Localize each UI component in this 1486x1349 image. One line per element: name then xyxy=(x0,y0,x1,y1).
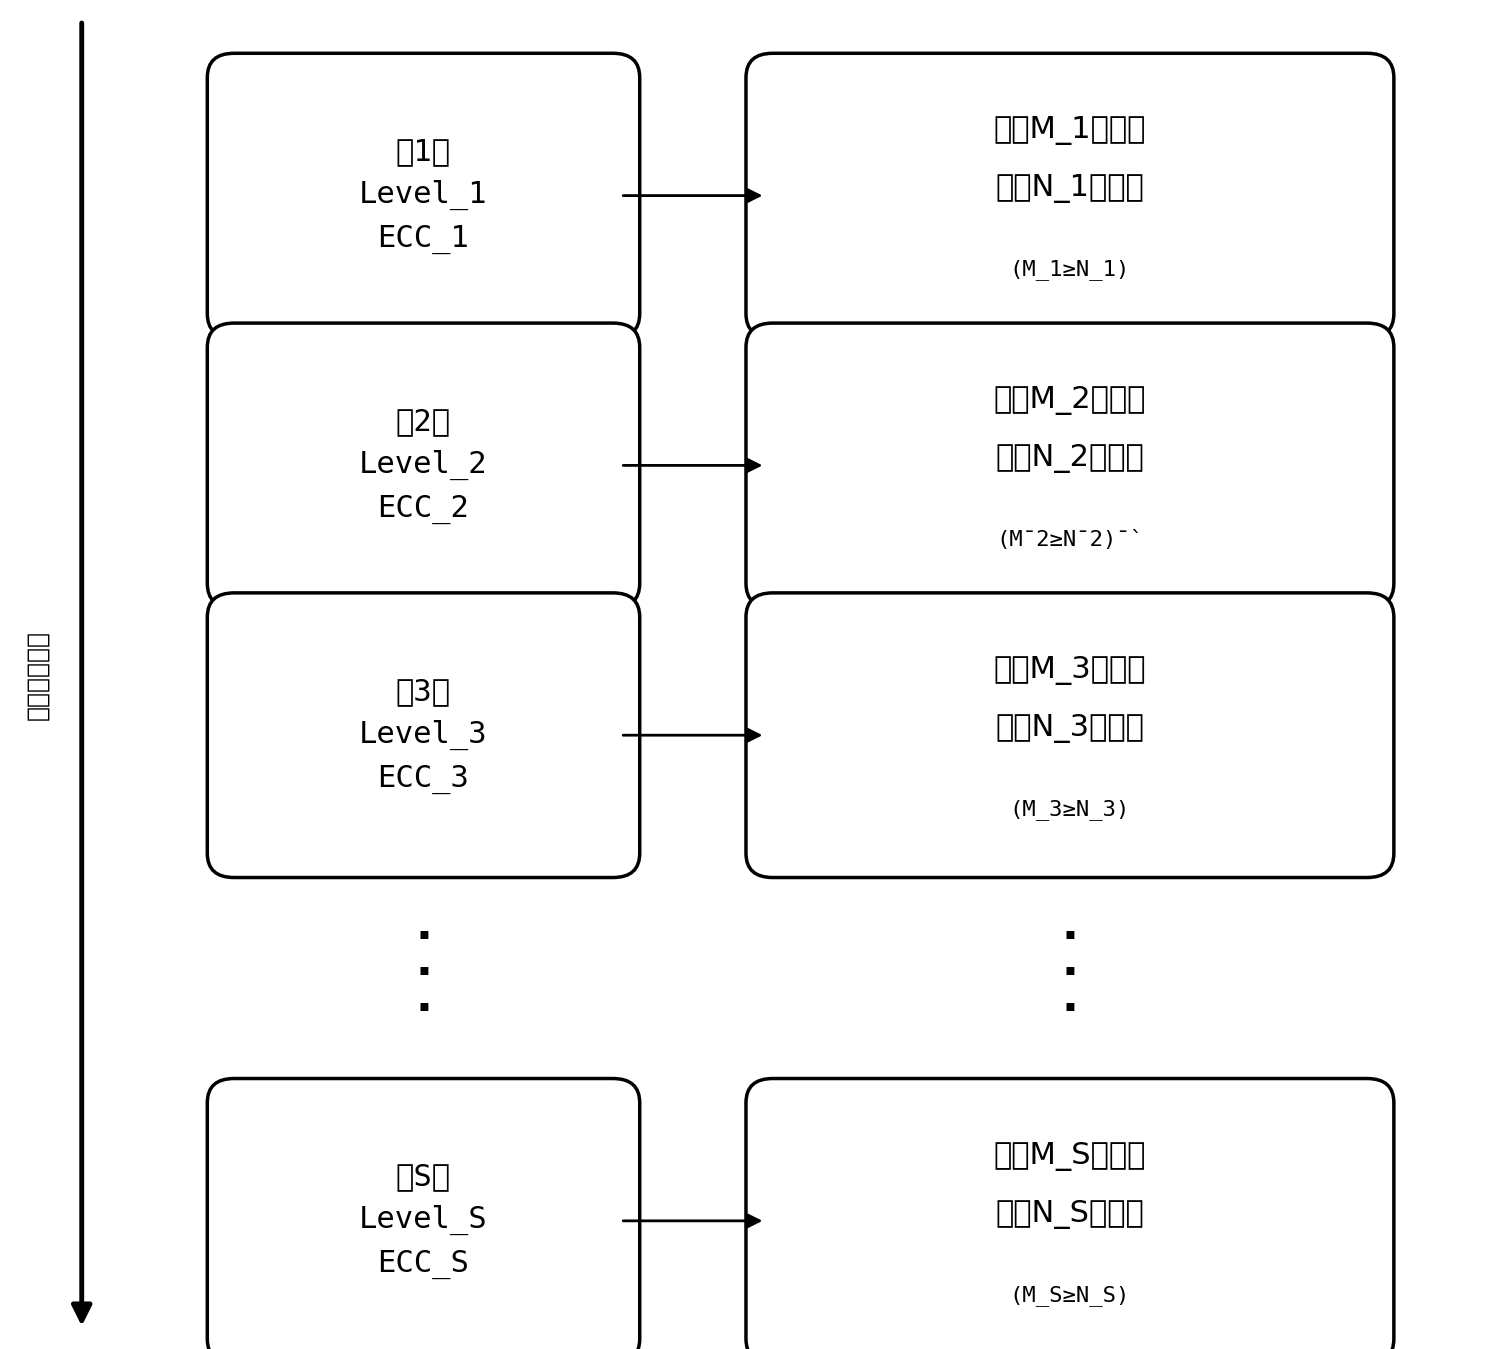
Text: (M_1≥N_1): (M_1≥N_1) xyxy=(1009,259,1131,281)
Text: 发现M_3位错误: 发现M_3位错误 xyxy=(994,656,1146,685)
Text: 发现M_S位错误: 发现M_S位错误 xyxy=(994,1141,1146,1171)
Text: （3）
Level_3
ECC_3: （3） Level_3 ECC_3 xyxy=(360,677,487,793)
Text: ·: · xyxy=(1061,916,1079,959)
Text: （1）
Level_1
ECC_1: （1） Level_1 ECC_1 xyxy=(360,138,487,254)
FancyBboxPatch shape xyxy=(207,54,639,339)
Text: ·: · xyxy=(1061,987,1079,1031)
Text: 发现M_1位错误: 发现M_1位错误 xyxy=(994,116,1146,146)
Text: ·: · xyxy=(415,952,432,996)
Text: （S）
Level_S
ECC_S: （S） Level_S ECC_S xyxy=(360,1163,487,1279)
Text: ·: · xyxy=(415,987,432,1031)
Text: ·: · xyxy=(415,916,432,959)
FancyBboxPatch shape xyxy=(746,1079,1394,1349)
Text: 纠正N_S位错误: 纠正N_S位错误 xyxy=(996,1199,1144,1229)
Text: (M¯2≥N¯2)¯`: (M¯2≥N¯2)¯` xyxy=(996,530,1144,549)
Text: 纠正N_2位错误: 纠正N_2位错误 xyxy=(996,444,1144,473)
FancyBboxPatch shape xyxy=(207,1079,639,1349)
FancyBboxPatch shape xyxy=(746,324,1394,607)
Text: 纠正N_1位错误: 纠正N_1位错误 xyxy=(996,174,1144,204)
FancyBboxPatch shape xyxy=(746,54,1394,339)
Text: ·: · xyxy=(1061,952,1079,996)
Text: (M_S≥N_S): (M_S≥N_S) xyxy=(1009,1284,1131,1306)
FancyBboxPatch shape xyxy=(207,324,639,607)
Text: 发现M_2位错误: 发现M_2位错误 xyxy=(994,386,1146,415)
FancyBboxPatch shape xyxy=(207,594,639,877)
Text: （2）
Level_2
ECC_2: （2） Level_2 ECC_2 xyxy=(360,407,487,523)
Text: (M_3≥N_3): (M_3≥N_3) xyxy=(1009,799,1131,820)
Text: 纠错能力递增: 纠错能力递增 xyxy=(25,630,49,719)
FancyBboxPatch shape xyxy=(746,594,1394,877)
Text: 纠正N_3位错误: 纠正N_3位错误 xyxy=(996,714,1144,743)
